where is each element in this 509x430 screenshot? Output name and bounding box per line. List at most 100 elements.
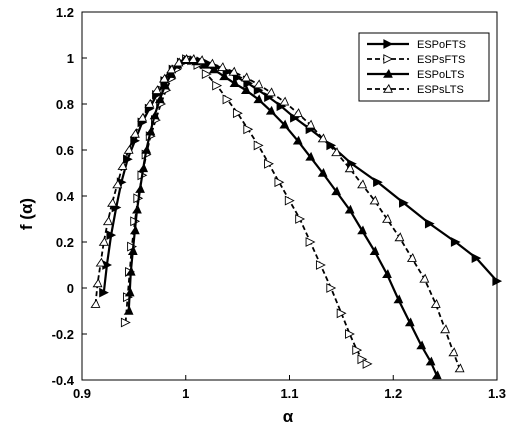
series-espsfts-marker [212,80,223,91]
series-espsfts-marker [274,177,285,188]
series-espslts-marker [357,179,368,189]
series-espslts-marker [158,73,169,83]
series-espsfts-marker [232,108,243,119]
legend-espolts-marker [383,68,393,78]
series-espolts-marker [141,144,152,154]
series-espolts-marker [127,246,138,255]
series-espslts-marker [265,87,276,97]
series-espolts-marker [416,340,427,350]
series-espsfts-marker [345,329,355,339]
series-espslts-marker [279,96,290,106]
series-espslts-marker [448,347,459,357]
series-espsfts-marker [264,158,274,169]
series-espolts-marker [279,119,290,129]
series-espolts-marker [145,126,156,136]
x-axis-label: α [283,407,294,426]
y-tick-label: -0.4 [52,373,75,388]
series-espsfts-marker [284,195,295,206]
series-espolts-marker [425,356,436,366]
series-espslts-marker [430,298,441,308]
y-tick-label: 0.4 [56,189,75,204]
axes: 0.9 1 1.1 1.2 1.3 -0.4 -0.2 0 0.2 0.4 0.6 0.8 1 1.2 [52,5,506,401]
series-espslts-marker [98,236,109,246]
series-espofts-marker [471,253,482,263]
series-espolts-marker [219,71,229,81]
series-espolts-marker [357,225,367,235]
series-espslts-marker [344,163,355,173]
legend-espofts-marker [383,39,394,49]
y-tick-label: 0.6 [56,143,74,158]
series-espolts-marker [132,204,142,214]
series-espsfts-marker [295,214,306,224]
series-espolts-marker [369,246,380,255]
x-tick-label: 1.1 [280,386,298,401]
series-espsfts-marker [201,69,212,80]
series-espslts-marker [292,108,303,118]
series-espolts-marker [265,105,276,115]
series-espolts-marker [138,163,149,173]
y-tick-label: 0.8 [56,97,74,112]
x-tick-label: 1 [182,386,189,401]
series-espolts-marker [154,94,165,104]
series-espolts-marker [125,266,136,276]
series-espslts-marker [112,179,123,189]
series-espslts-marker [95,257,106,267]
series-espsfts-marker [243,124,254,135]
series-espslts-marker [406,252,417,262]
series-espolts-marker [431,370,442,380]
series-espolts-marker [199,59,210,69]
series-espolts-marker [331,186,342,196]
series-espolts-marker [166,69,177,78]
series-espslts-marker [90,298,101,308]
series-espslts-marker [102,216,113,226]
series-espslts-marker [173,57,184,67]
y-tick-label: -0.2 [52,327,74,342]
series-espolts-marker [208,64,219,74]
series-espslts-marker [187,54,198,63]
series-espsfts-marker [305,237,316,247]
series-espolts [123,55,442,380]
series-espslts-marker [123,144,134,154]
y-tick-label: 1 [67,51,74,66]
series-espslts-marker [381,213,392,223]
series-espslts-marker [92,278,103,288]
series-espslts-marker [217,62,227,72]
series-espslts-marker [117,160,128,170]
series-espslts-marker [240,72,251,82]
series-espslts-marker [331,147,342,157]
series-espslts-marker [129,128,140,138]
series-espslts-marker [317,133,328,143]
legend-espslts-label: ESPsLTS [417,84,464,96]
series-layer [90,54,503,380]
series-espsfts-marker [127,241,138,252]
series-espslts-marker [151,85,162,95]
series-espslts-marker [419,273,430,283]
series-espslts-marker [206,58,217,68]
x-tick-label: 0.9 [73,386,91,401]
series-espslts-marker [228,66,239,76]
legend-espsfts-label: ESPsFTS [417,54,465,66]
series-espsfts-marker [253,140,264,151]
y-axis-label: f (α) [17,198,36,230]
y-tick-label: 0 [67,281,74,296]
series-espolts-marker [344,204,355,214]
series-espolts-marker [240,85,251,94]
series-espolts-marker [135,184,145,193]
series-espolts-marker [305,151,316,161]
series-espslts-marker [137,112,148,122]
series-espslts-marker [166,64,177,74]
series-espsfts-marker [120,317,131,328]
series-espolts-marker [160,80,170,90]
series-espslts-marker [369,195,380,205]
x-tick-label: 1.3 [488,386,506,401]
series-espofts-marker [450,237,461,247]
series-espsfts-marker [336,308,347,319]
series-espsfts-marker [222,94,233,105]
x-tick-label: 1.2 [384,386,402,401]
legend: ESPoFTS ESPsFTS ESPoLTS ESPsLTS [358,32,490,102]
series-espolts-marker [149,110,160,120]
series-espslts-marker [440,324,451,334]
labels-layer: α f (α) [17,198,294,426]
series-espolts-marker [124,287,135,297]
series-espslts-marker [196,55,207,65]
